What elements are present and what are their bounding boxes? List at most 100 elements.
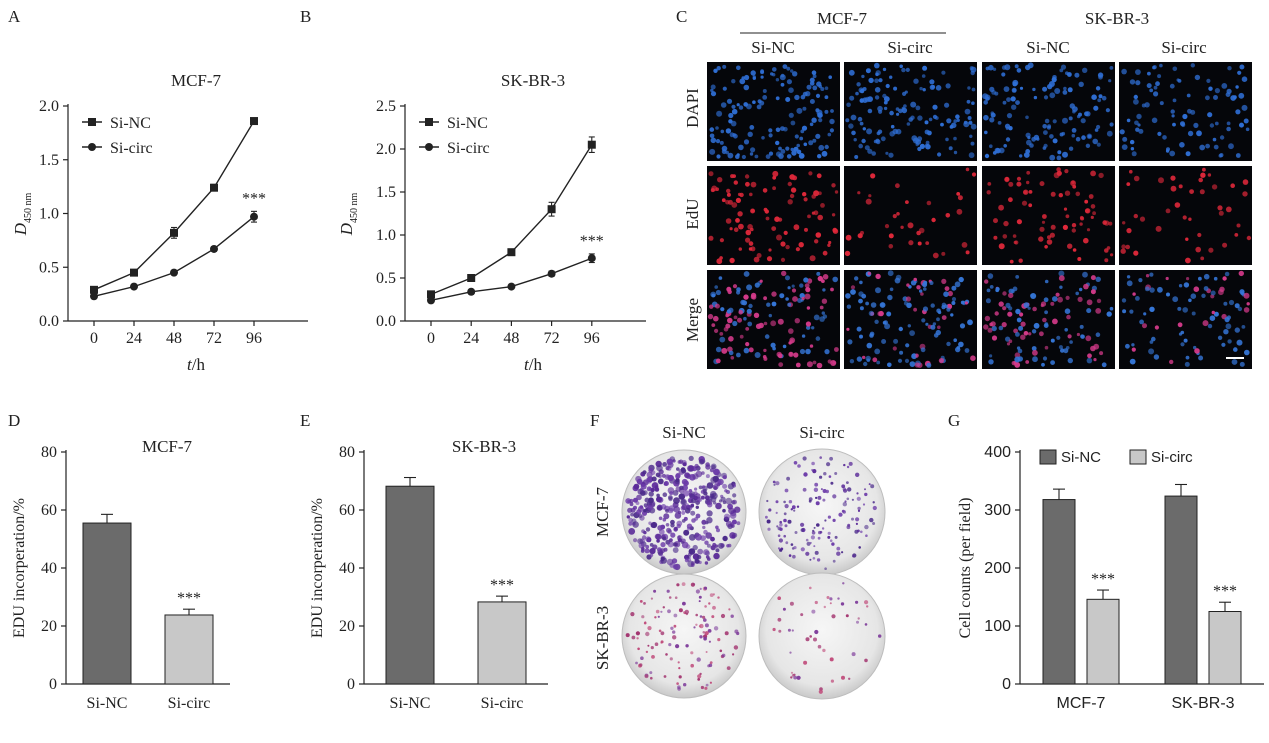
colony-dot <box>658 529 665 535</box>
cell-dot <box>913 277 917 282</box>
cell-dot <box>1190 293 1197 300</box>
colony-dot <box>698 625 702 628</box>
colony-dot <box>668 505 675 512</box>
cell-dot <box>1213 276 1218 281</box>
colony-dot <box>655 472 661 478</box>
cell-dot <box>913 307 917 312</box>
cell-dot <box>1041 220 1046 224</box>
colony-dot <box>657 478 664 485</box>
colony-dot <box>843 463 846 467</box>
cell-dot <box>1205 143 1210 149</box>
cell-dot <box>914 362 920 368</box>
cell-dot <box>1077 296 1083 302</box>
colony-dot <box>824 567 827 570</box>
cell-dot <box>1191 311 1196 316</box>
cell-dot <box>1028 332 1032 336</box>
cell-dot <box>1007 311 1013 317</box>
image-tile <box>844 166 977 265</box>
cell-dot <box>940 122 944 127</box>
colony-dot <box>687 465 694 472</box>
cell-dot <box>1042 356 1048 361</box>
cell-dot <box>1095 86 1101 91</box>
y-tick-label: 0 <box>1002 676 1011 693</box>
cell-dot <box>922 88 926 92</box>
cell-dot <box>1142 323 1147 329</box>
cell-dot <box>1008 292 1014 299</box>
cell-dot <box>888 233 894 239</box>
cell-dot <box>1043 323 1049 328</box>
cell-dot <box>1005 137 1011 142</box>
colony-dot <box>783 534 786 538</box>
cell-dot <box>953 136 957 141</box>
cell-dot <box>808 140 814 146</box>
colony-dot <box>872 501 875 504</box>
colony-dot <box>793 675 798 680</box>
cell-dot <box>775 96 780 101</box>
cell-dot <box>765 154 771 160</box>
cell-dot <box>935 329 941 336</box>
colony-dot <box>666 458 673 465</box>
cell-dot <box>883 106 888 111</box>
cell-dot <box>788 112 794 118</box>
colony-dot <box>829 597 833 601</box>
data-point <box>547 205 556 214</box>
cell-dot <box>970 70 975 76</box>
cell-dot <box>1086 228 1091 232</box>
colony-dot <box>658 516 663 521</box>
cell-dot <box>1199 144 1206 151</box>
cell-dot <box>915 105 921 111</box>
cell-dot <box>1172 98 1177 103</box>
cell-dot <box>851 130 856 136</box>
cell-dot <box>1042 86 1048 92</box>
cell-dot <box>798 153 805 159</box>
colony-dot <box>698 600 701 603</box>
cell-dot <box>821 311 825 315</box>
colony-dot <box>775 500 779 504</box>
colony-dot <box>766 499 769 503</box>
colony-dot <box>775 511 778 514</box>
cell-dot <box>762 95 768 100</box>
colony-dot <box>668 596 672 599</box>
cell-dot <box>741 154 747 160</box>
cell-dot <box>1001 322 1007 328</box>
y-tick-label: 1.0 <box>376 227 396 244</box>
cell-dot <box>788 351 793 357</box>
colony-dot <box>699 587 702 591</box>
cell-dot <box>1023 190 1028 195</box>
cell-dot <box>772 170 779 177</box>
cell-dot <box>1064 190 1071 196</box>
cell-dot <box>1165 149 1170 153</box>
cell-dot <box>1137 123 1141 127</box>
cell-dot <box>1172 296 1179 303</box>
bar <box>1042 499 1076 685</box>
cell-dot <box>792 296 798 302</box>
colony-dot <box>805 538 809 542</box>
colony-dot <box>690 663 694 668</box>
panel-letter-b: B <box>300 7 311 26</box>
cell-dot <box>937 325 941 330</box>
image-tile <box>982 62 1115 161</box>
panel-a-title: MCF-7 <box>171 71 222 90</box>
cell-dot <box>991 335 998 341</box>
cell-dot <box>799 348 806 355</box>
cell-dot <box>1097 98 1102 103</box>
cell-dot <box>726 98 733 104</box>
colony-dot <box>705 474 710 479</box>
cell-dot <box>1242 191 1248 197</box>
cell-dot <box>834 347 839 352</box>
cell-dot <box>1056 155 1062 161</box>
y-tick-label: 1.0 <box>39 206 59 223</box>
colony-dot <box>830 481 834 485</box>
panel-c-column-label: Si-NC <box>1026 38 1069 57</box>
cell-dot <box>991 325 997 332</box>
cell-dot <box>1138 128 1144 134</box>
colony-dot <box>669 657 673 661</box>
cell-dot <box>919 143 926 149</box>
cell-dot <box>744 74 750 81</box>
cell-dot <box>766 256 773 262</box>
cell-dot <box>1134 120 1139 126</box>
cell-dot <box>1069 103 1076 109</box>
cell-dot <box>1109 306 1114 311</box>
cell-dot <box>1135 296 1140 301</box>
significance-mark: *** <box>490 577 514 594</box>
